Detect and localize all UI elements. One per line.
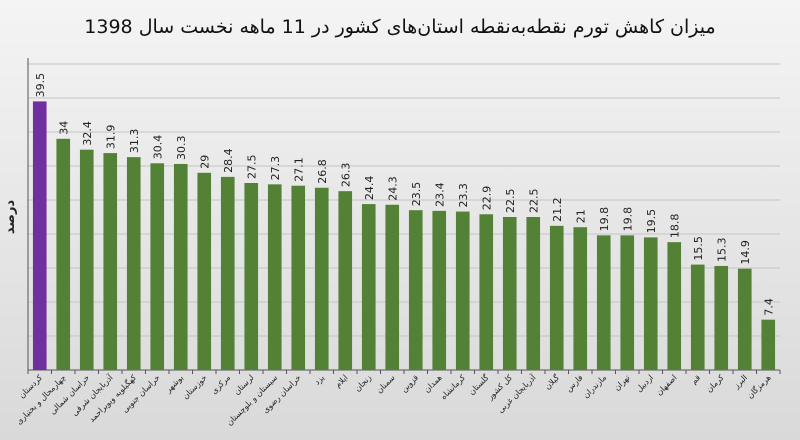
category-label: البرز [731,373,749,391]
bar-value-label: 15.3 [715,237,728,262]
bar-value-label: 15.5 [692,236,705,261]
category-label: اصفهان [655,373,679,397]
bar-value-label: 19.5 [645,209,658,234]
bar [761,319,776,370]
bar-value-label: 34 [57,121,70,135]
bar [432,210,447,370]
bar-value-label: 19.8 [621,207,634,232]
bar-value-label: 22.9 [480,186,493,211]
category-label: هرمزگان [745,372,773,400]
bar [291,185,306,370]
bar-value-label: 28.4 [222,148,235,173]
bar [103,153,118,370]
bar [385,204,400,370]
bar [314,187,329,370]
bar-value-label: 26.8 [316,159,329,184]
bar [267,184,282,370]
category-label: آذربایجان شرقی [69,372,115,418]
bar-value-label: 19.8 [598,207,611,232]
bar [620,235,635,370]
bar [79,149,94,370]
category-label: قم [689,373,702,386]
bar [573,227,588,370]
bar [690,264,705,370]
category-label: قزوین [399,373,420,394]
bar-value-label: 30.4 [151,135,164,160]
category-label: سمنان [375,373,397,395]
category-label: خوزستان [181,373,209,401]
bar-value-label: 32.4 [81,121,94,146]
bar [173,163,188,370]
chart-title: میزان کاهش تورم نقطه‌به‌نقطه استان‌های ک… [84,16,716,38]
category-label: تهران [612,373,631,392]
bar [479,214,494,370]
bar [455,211,470,370]
bar-value-label: 21.2 [551,197,564,222]
bar-value-label: 27.5 [245,155,258,180]
bar-value-label: 23.4 [433,182,446,207]
bar-value-label: 22.5 [504,189,517,214]
bar [338,191,353,370]
bar [596,235,611,370]
bar [32,101,47,371]
bar-value-label: 27.1 [292,157,305,182]
bar-value-label: 22.5 [527,189,540,214]
category-label: فارس [564,373,585,394]
category-label: گیلان [542,372,561,391]
bar [643,237,658,370]
bar-value-label: 31.9 [104,125,117,150]
bar [244,183,259,370]
bar [737,268,752,370]
category-label: یزد [313,373,327,387]
bar-value-label: 21 [574,209,587,223]
bar [150,163,165,370]
bar [549,225,564,370]
bar-value-label: 39.5 [34,73,47,98]
category-label: همدان [422,373,443,394]
bar-value-label: 14.9 [739,240,752,265]
bar [197,172,212,370]
category-label: مازندران [581,373,608,400]
bar-value-label: 31.3 [128,129,141,154]
category-label: کرمان [705,373,726,394]
category-label: اردبیل [634,373,655,394]
bar-value-label: 24.4 [363,176,376,201]
bar [502,217,517,370]
bar [714,265,729,370]
bar-value-label: 23.3 [457,183,470,208]
bar [56,138,71,370]
category-label: زنجان [353,373,373,393]
y-axis-label: درصد [3,200,18,235]
bar-value-label: 7.4 [762,298,775,316]
bar-value-label: 29 [198,155,211,169]
bar-value-label: 18.8 [668,214,681,239]
bar-value-label: 30.3 [175,135,188,160]
bar [408,210,423,370]
bar [361,204,376,370]
bar [526,217,541,370]
category-label: مرکزی [209,373,232,396]
category-label: کرمانشاه [439,373,467,401]
category-label: ایلام [333,373,349,389]
bar [220,176,235,370]
bar-value-label: 27.3 [269,156,282,181]
bar-value-label: 24.3 [386,176,399,201]
bar-value-label: 26.3 [339,163,352,188]
bar [667,242,682,370]
bar [126,157,141,370]
bar-value-label: 23.5 [410,182,423,207]
category-label: بوشهر [163,373,185,395]
